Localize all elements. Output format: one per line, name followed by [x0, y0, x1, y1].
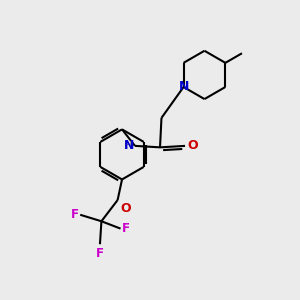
Text: F: F: [96, 247, 104, 260]
Text: O: O: [120, 202, 130, 214]
Text: H: H: [124, 141, 133, 151]
Text: F: F: [70, 208, 78, 221]
Text: N: N: [178, 80, 189, 94]
Text: F: F: [122, 222, 130, 235]
Text: O: O: [188, 140, 198, 152]
Text: N: N: [124, 140, 134, 152]
